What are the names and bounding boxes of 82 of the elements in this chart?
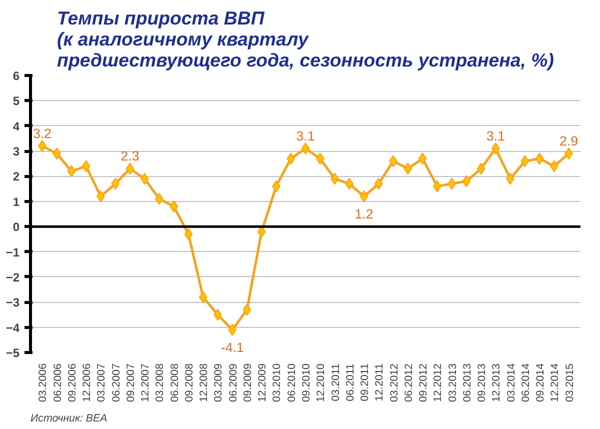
- y-tick-label: −4: [6, 320, 20, 335]
- x-tick-label: 12.2007: [140, 363, 152, 402]
- point: [184, 228, 193, 240]
- x-tick-label: 06.2014: [520, 363, 532, 402]
- point: [462, 175, 471, 188]
- y-tick-label: −3: [6, 296, 20, 310]
- x-tick-label: 03.2006: [37, 363, 50, 402]
- point: [476, 162, 486, 175]
- point: [228, 324, 237, 336]
- x-tick-label: 03.2009: [212, 363, 225, 402]
- y-tick-label: 2: [12, 170, 20, 184]
- x-tick-label: 06.2008: [168, 363, 181, 402]
- x-tick-label: 06.2012: [402, 363, 415, 402]
- data-label: 3.1: [486, 128, 505, 144]
- point: [404, 162, 412, 175]
- x-tick-label: 06.2010: [286, 363, 298, 402]
- x-tick-label: 09.2014: [534, 363, 547, 402]
- x-tick-label: 03.2010: [271, 363, 284, 402]
- y-tick-label: −1: [6, 245, 20, 260]
- x-tick-label: 12.2008: [198, 363, 210, 402]
- x-tick-label: 12.2011: [374, 363, 386, 402]
- point: [360, 190, 368, 202]
- x-tick-label: 12.2012: [432, 363, 444, 402]
- x-tick-label: 03.2007: [96, 363, 108, 402]
- point: [418, 152, 427, 165]
- data-label: 1.2: [354, 206, 374, 222]
- x-tick-label: 09.2006: [66, 363, 78, 402]
- point: [82, 160, 90, 172]
- point: [67, 165, 76, 178]
- x-tick-label: 06.2011: [344, 363, 356, 402]
- y-tick-label: 4: [12, 119, 20, 134]
- x-tick-label: 03.2014: [505, 363, 518, 402]
- data-label: 2.9: [560, 134, 578, 149]
- data-label: -4.1: [220, 340, 244, 355]
- x-tick-label: 09.2010: [300, 363, 312, 402]
- point: [126, 162, 134, 175]
- x-tick-label: 09.2011: [359, 363, 372, 402]
- y-tick-label: −5: [6, 346, 20, 360]
- point: [316, 152, 324, 165]
- x-tick-label: 09.2008: [183, 363, 196, 402]
- point: [491, 142, 500, 155]
- x-tick-label: 06.2013: [461, 363, 474, 402]
- y-tick-label: 0: [12, 220, 20, 234]
- point: [170, 200, 178, 212]
- x-tick-label: 12.2006: [81, 363, 94, 402]
- point: [140, 172, 149, 185]
- text: Источник: BEA: [30, 412, 108, 424]
- y-tick-label: 5: [12, 94, 20, 108]
- point: [345, 178, 354, 190]
- x-tick-label: 03.2015: [564, 363, 576, 402]
- x-tick-label: 03.2013: [446, 363, 459, 402]
- chart-title: Темпы прироста ВВП (к аналогичному кварталу предшествующего года, сезонность устранена, %): [57, 8, 554, 70]
- x-tick-label: 12.2014: [549, 363, 562, 402]
- x-tick-label: 03.2011: [330, 363, 342, 402]
- x-tick-label: 09.2007: [124, 363, 137, 402]
- x-tick-label: 06.2006: [52, 363, 64, 402]
- x-tick-label: 03.2012: [388, 363, 400, 402]
- point: [198, 291, 208, 304]
- x-tick-label: 03.2008: [154, 363, 166, 402]
- point: [286, 152, 296, 165]
- point: [242, 304, 252, 316]
- x-tick-label: 09.2012: [418, 363, 430, 402]
- x-tick-label: 06.2009: [227, 363, 240, 402]
- data-label: 3.1: [296, 128, 315, 144]
- point: [432, 180, 442, 192]
- x-tick-label: 06.2007: [110, 363, 122, 402]
- y-tick-label: 1: [12, 194, 20, 209]
- y-tick-label: 3: [12, 144, 20, 159]
- data-label: 3.2: [32, 126, 52, 142]
- point: [374, 178, 383, 190]
- x-tick-label: 12.2010: [315, 363, 328, 402]
- point: [535, 152, 544, 165]
- data-label: 2.3: [120, 148, 140, 164]
- point: [111, 178, 120, 190]
- x-tick-label: 12.2013: [490, 363, 503, 402]
- x-tick-label: 09.2009: [242, 363, 254, 402]
- x-tick-label: 12.2009: [256, 363, 269, 402]
- y-tick-label: −2: [6, 270, 20, 284]
- point: [520, 155, 530, 168]
- y-tick-label: 6: [12, 69, 20, 83]
- x-tick-label: 09.2013: [476, 363, 488, 402]
- point: [301, 142, 310, 155]
